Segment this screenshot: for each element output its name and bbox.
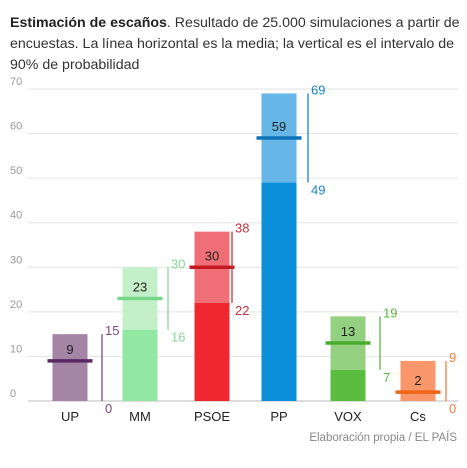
- interval-high-label-pp: 69: [311, 82, 325, 97]
- y-tick-label: 70: [10, 76, 22, 88]
- chart-title: Estimación de escaños. Resultado de 25.0…: [10, 13, 462, 76]
- mean-label-psoe: 30: [205, 248, 219, 263]
- bar-group-vox: 13 19 7: [325, 305, 397, 401]
- y-tick-label: 20: [10, 299, 22, 311]
- bar-interval-cs: [400, 360, 436, 401]
- x-axis-labels: UP MM PSOE PP VOX Cs: [61, 409, 426, 424]
- interval-high-label-mm: 30: [171, 256, 185, 271]
- interval-low-label-vox: 7: [383, 370, 390, 385]
- bar-group-cs: 2 9 0: [395, 350, 456, 416]
- bar-base-vox: [330, 369, 366, 401]
- y-tick-label: 60: [10, 121, 22, 133]
- bar-base-mm: [122, 329, 158, 401]
- bar-group-psoe: 30 38 22: [189, 221, 249, 401]
- source-credit: Elaboración propia / EL PAÍS: [309, 432, 457, 444]
- category-label-mm: MM: [129, 409, 151, 424]
- interval-high-label-vox: 19: [383, 305, 397, 320]
- y-tick-label: 40: [10, 210, 22, 222]
- category-label-cs: Cs: [410, 409, 426, 424]
- interval-low-label-mm: 16: [171, 330, 185, 345]
- mean-label-mm: 23: [133, 279, 147, 294]
- grid-lines: [28, 88, 458, 402]
- interval-low-label-psoe: 22: [235, 303, 249, 318]
- category-label-up: UP: [61, 409, 79, 424]
- y-tick-label: 30: [10, 254, 22, 266]
- bar-group-up: 9 15 0: [47, 323, 119, 416]
- interval-high-label-cs: 9: [449, 350, 456, 365]
- bar-group-pp: 59 69 49: [256, 82, 325, 401]
- mean-label-vox: 13: [341, 324, 355, 339]
- mean-label-pp: 59: [272, 119, 286, 134]
- bar-group-mm: 23 30 16: [117, 256, 185, 401]
- bar-base-pp: [261, 182, 297, 401]
- interval-high-label-psoe: 38: [235, 221, 249, 236]
- y-tick-label: 50: [10, 165, 22, 177]
- interval-low-label-pp: 49: [311, 183, 325, 198]
- category-label-vox: VOX: [334, 409, 362, 424]
- interval-low-label-cs: 0: [449, 401, 456, 416]
- mean-label-up: 9: [66, 342, 73, 357]
- bar-interval-up: [52, 334, 88, 401]
- y-axis-ticks: 0 10 20 30 40 50 60 70: [10, 76, 22, 400]
- category-label-psoe: PSOE: [194, 409, 230, 424]
- chart-subtitle: . Resultado de 25.000 simulaciones a par…: [10, 15, 460, 73]
- bar-base-psoe: [194, 302, 230, 401]
- chart-title-bold: Estimación de escaños: [10, 15, 167, 31]
- category-label-pp: PP: [270, 409, 287, 424]
- bars: 9 15 0 23 30 16 30 38 22 59 69 49 13 19 7 2 9 0: [47, 82, 456, 416]
- mean-label-cs: 2: [414, 373, 421, 388]
- y-tick-label: 0: [10, 388, 16, 400]
- y-tick-label: 10: [10, 343, 22, 355]
- interval-low-label-up: 0: [105, 401, 112, 416]
- interval-high-label-up: 15: [105, 323, 119, 338]
